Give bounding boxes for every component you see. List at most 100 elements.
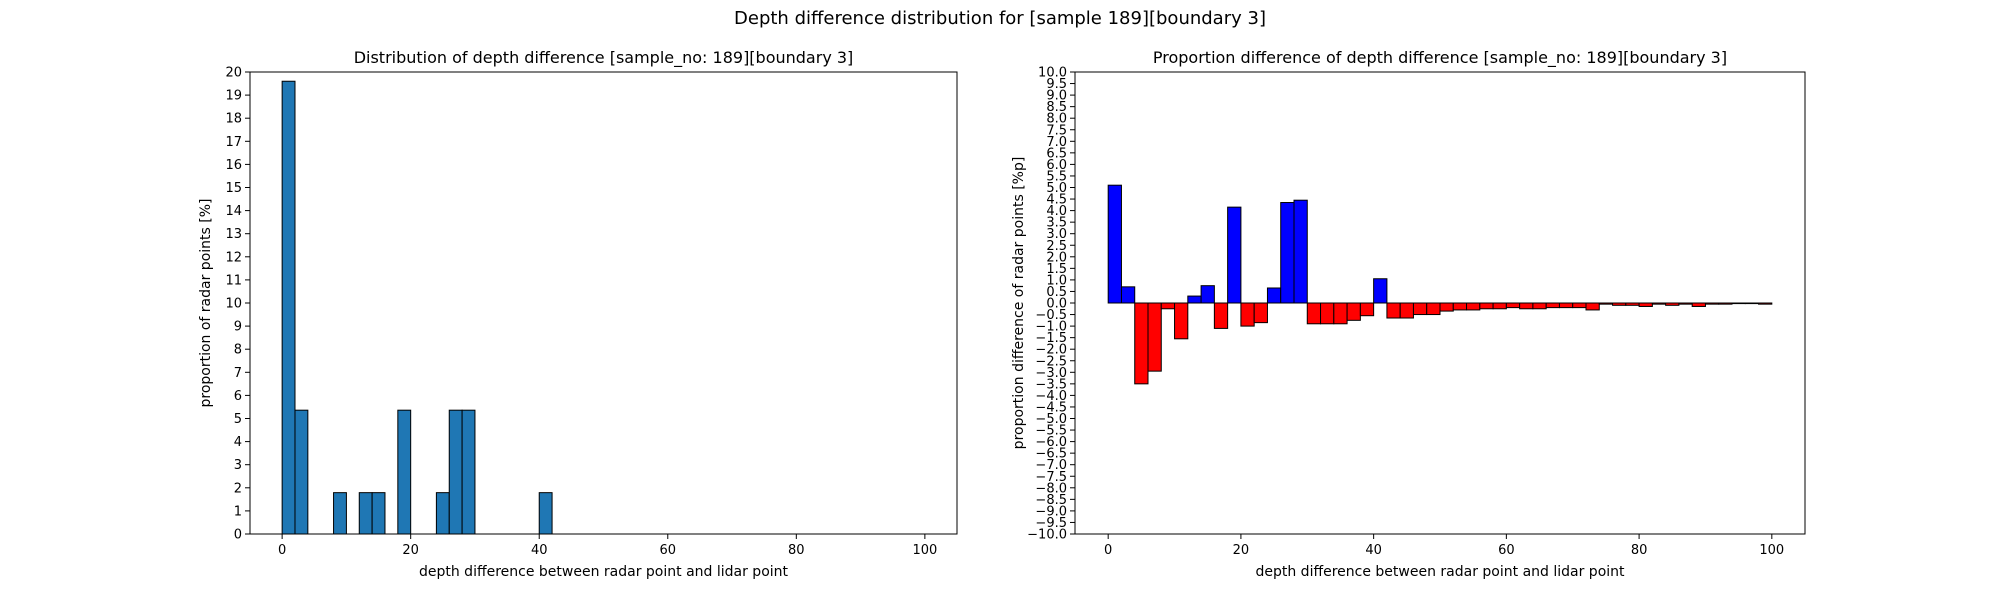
y-tick-label: 3.0 <box>1046 227 1067 242</box>
chart-1: 0 20 40 60 80 1000123456789101112131415161718… <box>198 48 958 580</box>
bar <box>1651 302 1667 305</box>
bar <box>281 80 296 535</box>
bar <box>333 492 347 535</box>
bar <box>1399 302 1414 319</box>
y-tick-label: −9.5 <box>1035 516 1067 531</box>
x-tick-label: 20 <box>1233 543 1250 558</box>
y-tick-label: 4.0 <box>1046 204 1067 219</box>
bar <box>1678 302 1693 305</box>
y-tick-label: 13 <box>225 227 242 242</box>
y-tick-label: 0.5 <box>1046 285 1067 300</box>
bar <box>1704 302 1720 305</box>
y-tick-label: 2.0 <box>1046 250 1067 265</box>
bar <box>1452 302 1468 311</box>
x-tick-label: 40 <box>531 543 548 558</box>
bar <box>1266 287 1282 304</box>
y-tick-label: 5.0 <box>1046 181 1067 196</box>
bar <box>1612 302 1627 306</box>
y-tick-label: −6.0 <box>1035 435 1067 450</box>
bar <box>1532 302 1547 310</box>
y-tick-label: 16 <box>225 158 242 173</box>
bar <box>1744 302 1760 305</box>
y-tick-label: 0 <box>234 528 242 543</box>
x-tick-label: 0 <box>278 543 286 558</box>
bar <box>1412 302 1428 316</box>
y-tick-label: −7.0 <box>1035 458 1067 473</box>
y-tick-label: 6.0 <box>1046 158 1067 173</box>
y-tick-label: −8.0 <box>1035 481 1067 496</box>
y-tick-label: −2.0 <box>1035 343 1067 358</box>
y-tick-label: −5.5 <box>1035 424 1067 439</box>
bar <box>1333 302 1348 325</box>
y-tick-label: −3.5 <box>1035 377 1067 392</box>
x-tick-label: 80 <box>788 543 805 558</box>
y-tick-label: 15 <box>225 181 242 196</box>
bar <box>1625 302 1640 306</box>
y-tick-label: −4.0 <box>1035 389 1067 404</box>
y-tick-label: 10.0 <box>1038 66 1067 81</box>
bar <box>435 492 450 535</box>
bar <box>1187 295 1202 304</box>
y-tick-label: 8.0 <box>1046 112 1067 127</box>
bar <box>1227 206 1242 304</box>
y-tick-label: 1.0 <box>1046 273 1067 288</box>
figure-title: Depth difference distribution for [sampl… <box>734 8 1266 29</box>
bar <box>1479 302 1494 310</box>
y-tick-label: −9.0 <box>1035 504 1067 519</box>
bar <box>1240 302 1255 327</box>
x-tick-label: 60 <box>1498 543 1515 558</box>
y-tick-label: 6 <box>234 389 242 404</box>
chart-title: Proportion difference of depth differenc… <box>1153 48 1727 68</box>
bar <box>1505 302 1521 309</box>
bar <box>1492 302 1507 310</box>
bar <box>1731 302 1746 305</box>
bar <box>1718 302 1733 305</box>
y-tick-label: 6.5 <box>1046 146 1067 161</box>
bar <box>1386 302 1401 319</box>
y-tick-label: 9.5 <box>1046 77 1067 92</box>
bar <box>1558 302 1574 309</box>
y-tick-label: −10.0 <box>1027 528 1067 543</box>
bar <box>1293 199 1308 304</box>
y-tick-label: 9.0 <box>1046 89 1067 104</box>
bar <box>448 409 463 535</box>
bar <box>1439 302 1454 312</box>
bar <box>1320 302 1335 325</box>
y-tick-label: 8.5 <box>1046 100 1067 115</box>
y-tick-label: −6.5 <box>1035 447 1067 462</box>
y-tick-label: −1.0 <box>1035 320 1067 335</box>
y-tick-label: 19 <box>225 89 242 104</box>
bar <box>1691 302 1706 307</box>
y-tick-label: 7 <box>234 366 242 381</box>
bar <box>1306 302 1322 325</box>
bar <box>1174 302 1189 340</box>
bar <box>358 492 373 535</box>
bar <box>1545 302 1560 309</box>
y-tick-label: −4.5 <box>1035 400 1067 415</box>
bar <box>1213 302 1229 329</box>
y-tick-label: 4.5 <box>1046 193 1067 208</box>
bar <box>1147 302 1162 372</box>
y-tick-label: 10 <box>225 297 242 312</box>
x-tick-label: 60 <box>659 543 676 558</box>
bar <box>1120 286 1136 304</box>
bar <box>1426 302 1441 316</box>
bar <box>371 492 386 535</box>
bar <box>1359 302 1375 317</box>
y-tick-label: 18 <box>225 112 242 127</box>
x-tick-label: 100 <box>912 543 937 558</box>
chart-title: Distribution of depth difference [sample… <box>354 48 854 68</box>
y-tick-label: 11 <box>225 273 242 288</box>
bar <box>1572 302 1587 309</box>
chart-2: 0 20 40 60 80 100 −10.0−9.5−9.0−8.5−8.0−7.5−7.… <box>1011 48 1806 580</box>
y-tick-label: 5.5 <box>1046 169 1067 184</box>
x-tick-label: 0 <box>1104 543 1112 558</box>
y-tick-label: 12 <box>225 250 242 265</box>
x-tick-label: 100 <box>1759 543 1784 558</box>
y-tick-label: −2.5 <box>1035 354 1067 369</box>
bar <box>461 409 476 535</box>
y-tick-label: −8.5 <box>1035 493 1067 508</box>
y-axis-label: proportion difference of radar points [%… <box>1011 157 1027 450</box>
y-tick-label: 8 <box>234 343 242 358</box>
